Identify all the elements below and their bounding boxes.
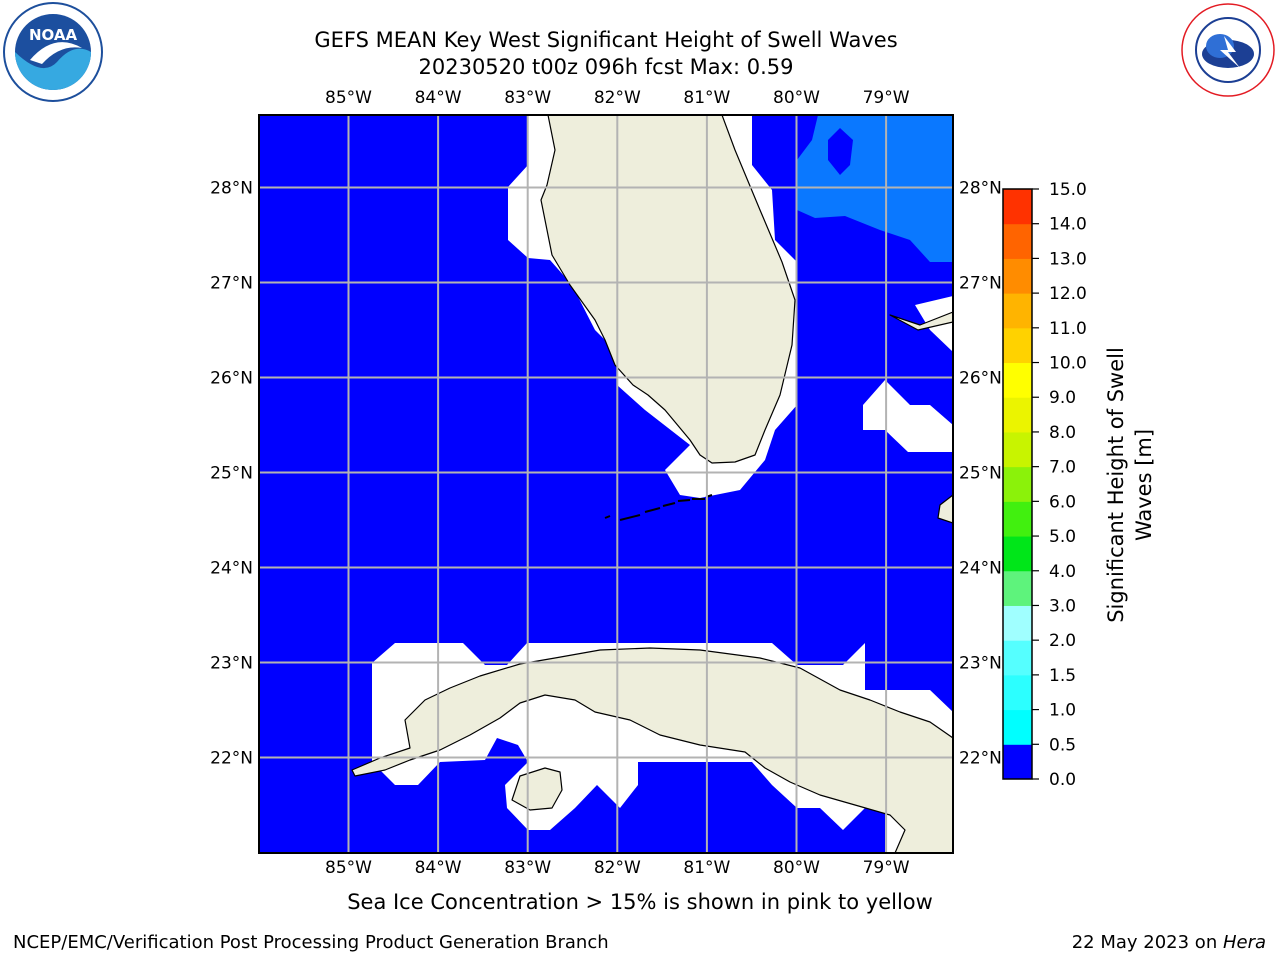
lat-tick-label: 24°N <box>210 559 253 579</box>
colorbar-tick-label: 14.0 <box>1049 215 1087 235</box>
colorbar-tick-label: 15.0 <box>1049 180 1087 200</box>
colorbar-tick-label: 11.0 <box>1049 319 1087 339</box>
gridlines <box>259 115 953 853</box>
colorbar-band <box>1003 223 1032 259</box>
footer-credit: NCEP/EMC/Verification Post Processing Pr… <box>13 932 609 953</box>
map-panel <box>258 114 954 854</box>
chart-subtitle: 20230520 t00z 096h fcst Max: 0.59 <box>418 55 794 79</box>
colorbar-tick-label: 4.0 <box>1049 562 1076 582</box>
lat-tick-label: 26°N <box>959 369 1002 389</box>
colorbar-tick-label: 8.0 <box>1049 423 1076 443</box>
lon-tick-label: 80°W <box>773 858 820 878</box>
colorbar-band <box>1003 674 1032 711</box>
colorbar-tick-label: 1.5 <box>1049 666 1076 686</box>
lat-tick-label: 26°N <box>210 369 253 389</box>
footer-date: 22 May 2023 on Hera <box>1072 932 1266 953</box>
colorbar-tick-label: 12.0 <box>1049 284 1087 304</box>
colorbar-band <box>1003 258 1032 294</box>
lat-tick-label: 27°N <box>959 274 1002 294</box>
colorbar-tick-label: 10.0 <box>1049 354 1087 374</box>
colorbar-band <box>1003 640 1032 676</box>
lon-tick-label: 85°W <box>325 88 372 108</box>
colorbar-tick-label: 6.0 <box>1049 492 1076 512</box>
colorbar-tick-label: 0.0 <box>1049 770 1076 790</box>
colorbar-band <box>1003 362 1032 398</box>
colorbar-band <box>1003 397 1032 433</box>
colorbar-band <box>1003 570 1032 606</box>
cuba-land <box>351 647 953 853</box>
lat-tick-label: 23°N <box>959 654 1002 674</box>
colorbar-label: Waves [m] <box>1132 429 1156 541</box>
colorbar-band <box>1003 466 1032 502</box>
colorbar-band <box>1003 431 1032 468</box>
colorbar-band <box>1003 605 1032 641</box>
colorbar-band <box>1003 327 1032 364</box>
florida-keys <box>677 499 691 502</box>
colorbar-band <box>1003 293 1032 329</box>
map-frame <box>258 114 954 854</box>
florida-keys <box>644 507 661 513</box>
lon-tick-label: 83°W <box>504 88 551 108</box>
colorbar-tick-label: 2.0 <box>1049 631 1076 651</box>
chart-title: GEFS MEAN Key West Significant Height of… <box>314 28 898 52</box>
colorbar-tick-label: 7.0 <box>1049 458 1076 478</box>
colorbar-tick-label: 5.0 <box>1049 527 1076 547</box>
lon-tick-label: 83°W <box>504 858 551 878</box>
colorbar-band <box>1003 709 1032 745</box>
nws-logo <box>1181 3 1275 97</box>
colorbar-tick-label: 0.5 <box>1049 735 1076 755</box>
colorbar-frame <box>1002 188 1033 780</box>
footer-date-text: 22 May 2023 on <box>1071 932 1223 953</box>
lat-tick-label: 22°N <box>210 749 253 769</box>
lon-tick-label: 84°W <box>415 858 462 878</box>
sea-ice-note: Sea Ice Concentration > 15% is shown in … <box>347 890 933 914</box>
dry-tortugas <box>604 515 611 519</box>
colorbar: 0.0 0.5 1.0 1.5 2.0 3.0 4.0 5.0 6.0 7.0 8.0 9.0 10.0… <box>1002 180 1156 790</box>
colorbar-band <box>1003 744 1032 780</box>
axis-labels: 85°W 85°W 84°W 84°W 83°W 83°W 82°W 82°W 81°W 81°W… <box>210 88 1002 878</box>
isla-de-la-juventud-land <box>511 767 563 811</box>
lat-tick-label: 25°N <box>210 464 253 484</box>
lon-tick-label: 80°W <box>773 88 820 108</box>
lon-tick-label: 82°W <box>594 88 641 108</box>
colorbar-band <box>1003 189 1032 225</box>
lat-tick-label: 28°N <box>959 179 1002 199</box>
colorbar-tick-label: 3.0 <box>1049 596 1076 616</box>
lon-tick-label: 82°W <box>594 858 641 878</box>
lon-tick-label: 85°W <box>325 858 372 878</box>
colorbar-tick-label: 13.0 <box>1049 249 1087 269</box>
colorbar-band <box>1003 536 1032 572</box>
lon-tick-label: 81°W <box>683 88 730 108</box>
florida-keys <box>662 502 676 507</box>
bahamas-land <box>889 311 953 331</box>
florida-land <box>540 115 796 464</box>
lat-tick-label: 23°N <box>210 654 253 674</box>
lon-tick-label: 81°W <box>683 858 730 878</box>
lon-tick-label: 84°W <box>415 88 462 108</box>
svg-text:NOAA: NOAA <box>29 26 78 44</box>
florida-keys <box>619 514 641 521</box>
lat-tick-label: 22°N <box>959 749 1002 769</box>
andros-land <box>937 494 953 524</box>
colorbar-tick-label: 1.0 <box>1049 701 1076 721</box>
lat-tick-label: 25°N <box>959 464 1002 484</box>
lat-tick-label: 28°N <box>210 179 253 199</box>
colorbar-label: Significant Height of Swell <box>1104 347 1128 623</box>
lat-tick-label: 27°N <box>210 274 253 294</box>
lon-tick-label: 79°W <box>863 858 910 878</box>
lon-tick-label: 79°W <box>863 88 910 108</box>
footer-host: Hera <box>1222 932 1266 953</box>
colorbar-tick-label: 9.0 <box>1049 388 1076 408</box>
noaa-logo: NOAA <box>3 2 103 102</box>
lat-tick-label: 24°N <box>959 559 1002 579</box>
colorbar-band <box>1003 501 1032 537</box>
